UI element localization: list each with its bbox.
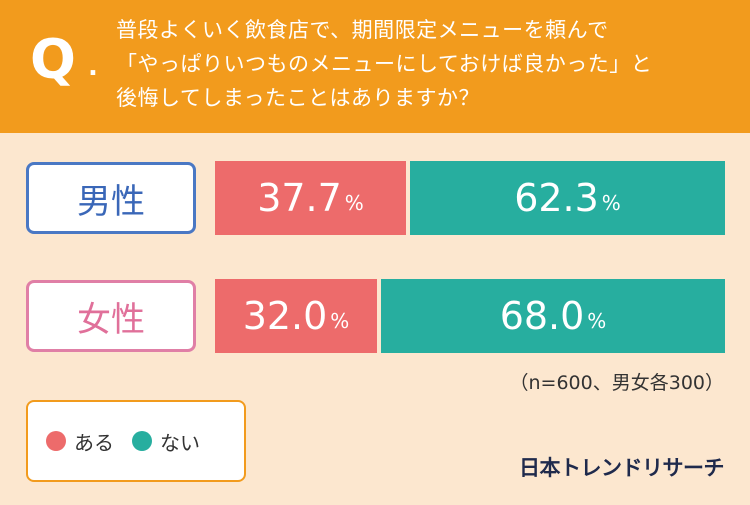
- bar-segment-aru: 32.0%: [215, 279, 377, 353]
- bar-segment-nai: 62.3%: [410, 161, 725, 235]
- legend: ある ない: [26, 400, 246, 482]
- question-line: 後悔してしまったことはありますか？: [116, 86, 481, 110]
- legend-label-nai: ない: [160, 430, 200, 455]
- question-header: Q . 普段よくいく飲食店で、期間限定メニューを頼んで 「やっぱりいつものメニュ…: [0, 0, 750, 133]
- question-line: 「やっぱりいつものメニューにしておけば良かった」と: [116, 52, 653, 76]
- data-label-unit: %: [601, 191, 621, 215]
- category-label-male: 男性: [26, 162, 196, 234]
- category-label-female: 女性: [26, 280, 196, 352]
- legend-item-nai: ない: [132, 427, 200, 456]
- logo: 日本トレンドリサーチ: [519, 456, 725, 480]
- data-label-unit: %: [330, 309, 350, 333]
- data-label-value: 62.3: [514, 176, 599, 220]
- data-label-unit: %: [587, 309, 607, 333]
- question-line: 普段よくいく飲食店で、期間限定メニューを頼んで: [116, 18, 609, 42]
- legend-label-aru: ある: [74, 430, 114, 455]
- q-mark: Q: [30, 28, 76, 91]
- bar-segment-nai: 68.0%: [381, 279, 725, 353]
- legend-item-aru: ある: [46, 427, 114, 456]
- q-dot: .: [88, 52, 98, 82]
- question-text: 普段よくいく飲食店で、期間限定メニューを頼んで 「やっぱりいつものメニューにして…: [116, 13, 736, 115]
- legend-dot-nai: [132, 431, 152, 451]
- data-label-value: 32.0: [242, 294, 328, 338]
- data-label-unit: %: [344, 191, 364, 215]
- bar-male: 37.7% 62.3%: [215, 161, 725, 235]
- legend-dot-aru: [46, 431, 66, 451]
- bar-segment-aru: 37.7%: [215, 161, 406, 235]
- data-label-value: 68.0: [499, 294, 585, 338]
- sample-note: （n=600、男女各300）: [509, 372, 725, 394]
- data-label-value: 37.7: [257, 176, 342, 220]
- bar-female: 32.0% 68.0%: [215, 279, 725, 353]
